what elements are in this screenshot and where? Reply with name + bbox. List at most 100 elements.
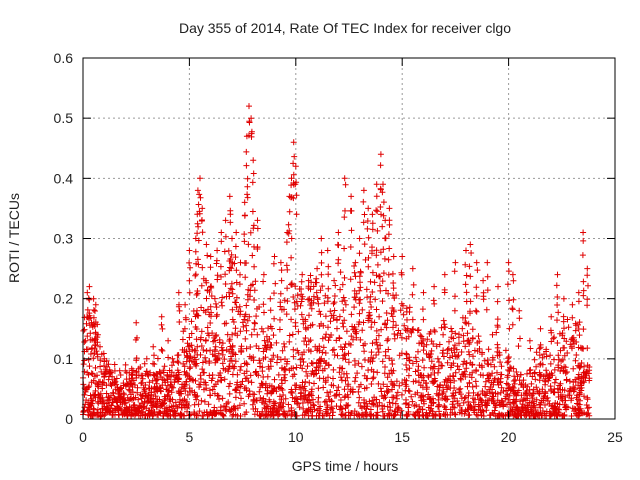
data-point: [254, 331, 261, 338]
data-point: [453, 346, 460, 353]
data-point: [341, 370, 347, 377]
data-point: [386, 411, 393, 418]
data-point: [334, 241, 341, 248]
data-point: [403, 383, 410, 390]
data-point: [165, 413, 172, 419]
data-point: [374, 369, 381, 376]
data-point: [369, 358, 376, 365]
data-point: [426, 330, 433, 337]
data-point: [325, 374, 331, 381]
data-point: [198, 282, 205, 289]
data-point: [393, 378, 400, 385]
x-tick-label: 15: [394, 429, 410, 445]
data-point: [544, 372, 551, 379]
data-point: [167, 373, 174, 380]
data-point: [305, 324, 311, 331]
data-point: [195, 201, 202, 208]
data-point: [183, 348, 190, 355]
data-point: [461, 358, 468, 365]
data-point: [547, 352, 554, 359]
data-point: [547, 410, 554, 417]
data-point: [376, 399, 383, 406]
data-point: [316, 343, 323, 350]
data-point: [95, 391, 102, 398]
data-point: [149, 377, 156, 384]
data-point: [267, 323, 274, 330]
data-point: [90, 295, 97, 302]
data-point: [479, 349, 486, 356]
data-point: [569, 345, 575, 352]
data-point: [309, 360, 316, 367]
data-point: [310, 396, 316, 403]
data-point: [513, 392, 520, 399]
data-point: [338, 365, 345, 372]
data-point: [446, 338, 452, 345]
data-point: [273, 339, 280, 346]
data-point: [175, 289, 182, 296]
data-point: [206, 289, 213, 295]
data-point: [241, 316, 248, 323]
data-point: [315, 394, 322, 401]
data-point: [425, 404, 432, 411]
data-point: [221, 248, 228, 255]
data-point: [86, 296, 93, 303]
data-point: [334, 325, 340, 332]
data-point: [560, 295, 567, 302]
data-point: [435, 365, 442, 372]
data-point: [569, 301, 576, 308]
data-point: [575, 396, 582, 403]
data-point: [216, 396, 222, 403]
data-point: [289, 331, 296, 338]
data-point: [229, 259, 236, 266]
data-point: [347, 276, 354, 283]
data-point: [441, 271, 448, 278]
data-point: [513, 369, 520, 375]
data-point: [514, 412, 521, 419]
data-point: [452, 369, 459, 376]
data-point: [220, 365, 227, 372]
data-point: [177, 411, 184, 418]
data-point: [297, 362, 304, 369]
data-point: [409, 326, 416, 333]
data-point: [438, 362, 445, 369]
data-point: [195, 312, 202, 319]
data-point: [427, 364, 434, 371]
data-point: [141, 398, 148, 405]
data-point: [360, 219, 367, 226]
data-point: [191, 354, 198, 361]
data-point: [551, 379, 558, 386]
data-point: [214, 272, 221, 279]
data-point: [156, 396, 163, 403]
data-point: [518, 380, 525, 387]
data-point: [369, 226, 376, 233]
data-point: [586, 412, 593, 419]
data-point: [313, 370, 320, 377]
data-point: [527, 345, 534, 352]
data-point: [196, 408, 203, 415]
data-point: [216, 355, 222, 362]
data-point: [356, 287, 363, 294]
data-point: [388, 378, 395, 385]
data-point: [288, 281, 295, 288]
data-point: [554, 271, 561, 278]
data-point: [384, 389, 391, 396]
data-point: [299, 351, 306, 358]
data-point: [237, 328, 244, 335]
data-point: [433, 343, 440, 350]
data-point: [360, 319, 367, 326]
data-point: [396, 352, 403, 359]
data-point: [347, 388, 354, 395]
data-point: [510, 296, 517, 303]
data-point: [358, 363, 365, 370]
data-point: [183, 358, 190, 365]
data-point: [586, 364, 593, 370]
data-point: [116, 395, 123, 402]
data-point: [92, 364, 99, 371]
data-point: [470, 399, 477, 406]
data-point: [449, 372, 456, 379]
data-point: [294, 303, 301, 309]
data-point: [354, 370, 361, 377]
data-point: [128, 372, 135, 379]
data-point: [336, 335, 343, 342]
data-point: [386, 221, 393, 228]
